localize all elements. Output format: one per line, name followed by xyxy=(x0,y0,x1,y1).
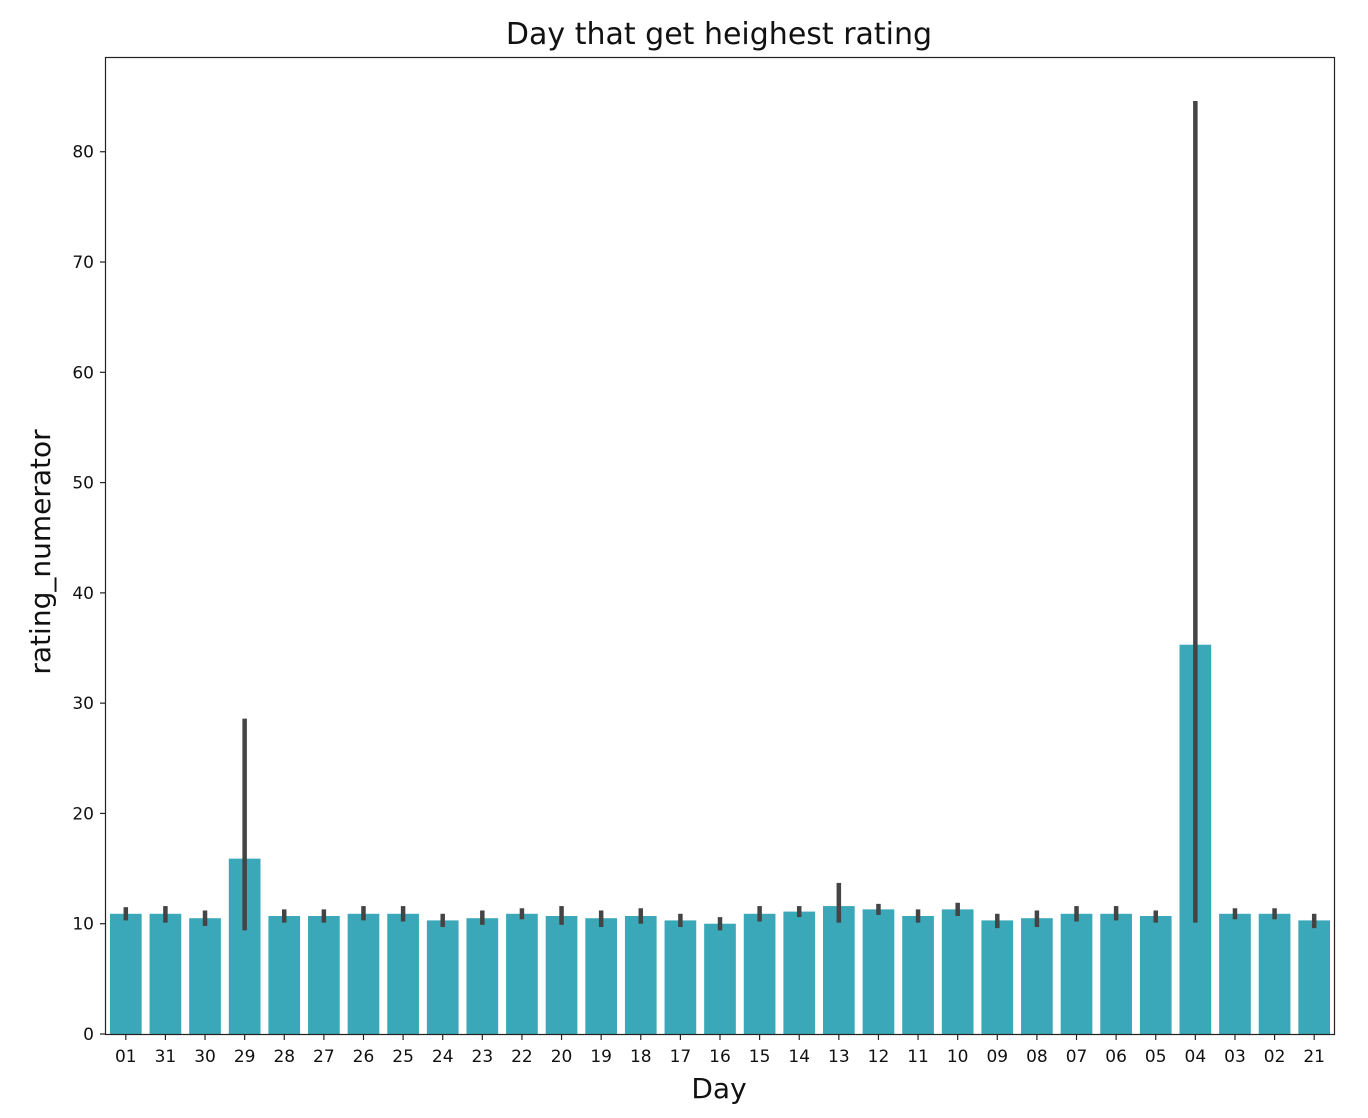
x-tick-label: 20 xyxy=(551,1047,573,1067)
x-tick-label: 02 xyxy=(1264,1047,1286,1067)
x-tick-label: 12 xyxy=(868,1047,890,1067)
x-tick-label: 11 xyxy=(907,1047,929,1067)
bar-03 xyxy=(1219,913,1251,1034)
error-bars-layer xyxy=(123,101,1317,931)
x-tick-label: 24 xyxy=(432,1047,454,1067)
bar-18 xyxy=(624,915,657,1034)
y-tick-label: 50 xyxy=(72,474,94,494)
y-tick-label: 20 xyxy=(72,804,94,824)
bar-09 xyxy=(981,920,1014,1034)
x-axis: 01 31 30 29 28 27 26 25 24 23 22 20 19 18 17 16 15 14 13 12… xyxy=(115,1034,1325,1067)
bar-14 xyxy=(783,911,816,1034)
bar-31 xyxy=(149,913,182,1034)
bar-10 xyxy=(941,909,974,1034)
bar-02 xyxy=(1258,913,1291,1034)
x-tick-label: 03 xyxy=(1224,1047,1246,1067)
bar-06 xyxy=(1100,913,1132,1034)
x-tick-label: 18 xyxy=(630,1047,652,1067)
y-axis-label: rating_numerator xyxy=(24,429,57,675)
y-tick-label: 30 xyxy=(72,694,94,714)
x-tick-label: 22 xyxy=(511,1047,533,1067)
y-tick-label: 60 xyxy=(72,363,94,383)
bar-11 xyxy=(902,915,934,1034)
x-tick-label: 06 xyxy=(1105,1047,1127,1067)
x-tick-label: 29 xyxy=(234,1047,256,1067)
x-tick-label: 09 xyxy=(986,1047,1008,1067)
x-tick-label: 13 xyxy=(828,1047,850,1067)
x-tick-label: 19 xyxy=(590,1047,612,1067)
y-axis: 0 10 20 30 40 50 60 70 80 xyxy=(72,143,106,1045)
y-tick-label: 70 xyxy=(72,253,94,273)
y-tick-label: 0 xyxy=(83,1025,94,1045)
x-tick-label: 31 xyxy=(155,1047,177,1067)
x-tick-label: 17 xyxy=(670,1047,692,1067)
x-tick-label: 15 xyxy=(749,1047,771,1067)
bar-26 xyxy=(347,913,380,1034)
bar-15 xyxy=(743,913,776,1034)
x-tick-label: 21 xyxy=(1303,1047,1325,1067)
x-tick-label: 23 xyxy=(472,1047,494,1067)
x-tick-label: 28 xyxy=(273,1047,295,1067)
bar-01 xyxy=(109,913,142,1034)
bar-28 xyxy=(268,915,301,1034)
x-tick-label: 01 xyxy=(115,1047,137,1067)
bar-07 xyxy=(1060,913,1093,1034)
x-tick-label: 25 xyxy=(392,1047,414,1067)
bar-25 xyxy=(387,913,419,1034)
y-tick-label: 40 xyxy=(72,584,94,604)
bar-27 xyxy=(308,915,340,1034)
x-tick-label: 30 xyxy=(194,1047,216,1067)
chart-title: Day that get heighest rating xyxy=(506,17,932,52)
y-tick-label: 80 xyxy=(72,143,94,163)
x-axis-label: Day xyxy=(691,1072,746,1105)
bar-21 xyxy=(1298,920,1331,1034)
bar-12 xyxy=(862,909,895,1034)
x-tick-label: 07 xyxy=(1066,1047,1088,1067)
bar-16 xyxy=(704,923,736,1034)
x-tick-label: 05 xyxy=(1145,1047,1167,1067)
x-tick-label: 08 xyxy=(1026,1047,1048,1067)
x-tick-label: 26 xyxy=(353,1047,375,1067)
y-tick-label: 10 xyxy=(72,915,94,935)
bar-08 xyxy=(1021,918,1053,1034)
x-tick-label: 27 xyxy=(313,1047,335,1067)
plot-frame xyxy=(104,56,1336,1036)
bar-20 xyxy=(545,915,578,1034)
bar-24 xyxy=(426,920,459,1034)
bar-05 xyxy=(1139,915,1172,1034)
x-tick-label: 04 xyxy=(1185,1047,1207,1067)
bar-22 xyxy=(506,913,538,1034)
bar-19 xyxy=(585,918,618,1034)
bar-30 xyxy=(189,918,221,1034)
bar-13 xyxy=(822,906,855,1034)
x-tick-label: 10 xyxy=(947,1047,969,1067)
x-tick-label: 16 xyxy=(709,1047,731,1067)
x-tick-label: 14 xyxy=(788,1047,810,1067)
bars-layer xyxy=(109,644,1331,1034)
bar-17 xyxy=(664,920,697,1034)
bar-23 xyxy=(466,918,499,1034)
